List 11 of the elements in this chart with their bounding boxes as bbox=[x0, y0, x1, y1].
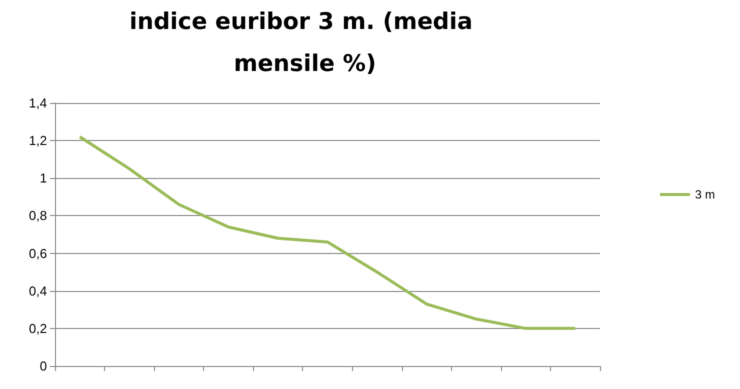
y-tick-label: 0,2 bbox=[28, 320, 47, 336]
y-tick-label: 1,2 bbox=[28, 133, 47, 148]
y-tick-label: 0,4 bbox=[28, 283, 47, 298]
y-tick-label: 0,6 bbox=[28, 246, 47, 261]
y-tick-label: 0 bbox=[40, 358, 47, 374]
y-tick-label: 0,8 bbox=[28, 208, 47, 224]
y-tick-label: 1 bbox=[40, 170, 47, 186]
y-tick-label: 1,4 bbox=[28, 96, 47, 110]
line-series bbox=[78, 135, 577, 330]
legend-label: 3 m bbox=[694, 188, 716, 202]
chart-title: indice euribor 3 m. (media mensile %) bbox=[129, 9, 481, 77]
